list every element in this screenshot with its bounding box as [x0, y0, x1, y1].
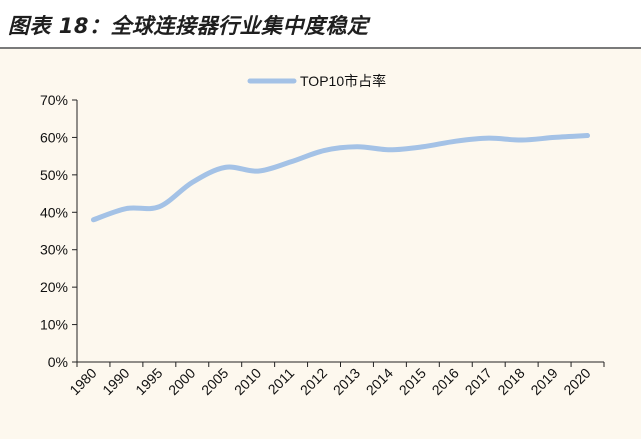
x-tick-label: 2020 [560, 365, 593, 398]
y-tick-label: 50% [40, 167, 68, 183]
series-line-top10 [90, 133, 591, 223]
title-divider [0, 47, 641, 49]
x-tick-label: 2016 [429, 365, 462, 398]
legend: TOP10市占率 [247, 73, 386, 89]
x-tick-label: 2012 [297, 365, 330, 398]
x-tick-label: 2017 [461, 365, 494, 398]
chart-title: 图表 18：全球连接器行业集中度稳定 [8, 14, 369, 38]
y-tick-label: 70% [40, 92, 68, 108]
x-tick-label: 1995 [132, 365, 165, 398]
x-tick-label: 1990 [99, 365, 132, 398]
x-tick-label: 2011 [265, 365, 298, 398]
x-tick-label: 2005 [198, 365, 231, 398]
x-tick-label: 2018 [494, 365, 527, 398]
x-tick-label: 2010 [231, 365, 264, 398]
chart-background [0, 49, 641, 439]
y-axis-ticks: 0% 10% 20% 30% 40% 50% 60% 70% [40, 92, 77, 370]
legend-label: TOP10市占率 [300, 73, 386, 89]
y-tick-label: 10% [40, 317, 68, 333]
x-tick-label: 2019 [527, 365, 560, 398]
y-tick-label: 60% [40, 129, 68, 145]
y-tick-label: 40% [40, 204, 68, 220]
x-tick-label: 1980 [66, 365, 99, 398]
x-tick-label: 2000 [165, 365, 198, 398]
y-tick-label: 30% [40, 242, 68, 258]
y-tick-label: 0% [48, 354, 68, 370]
x-axis-ticks: 1980 1990 1995 2000 2005 2010 2011 2012 2013 2014… [66, 362, 605, 398]
x-tick-label: 2013 [330, 365, 363, 398]
title-bar: 图表 18：全球连接器行业集中度稳定 [0, 0, 641, 44]
y-tick-label: 20% [40, 279, 68, 295]
x-tick-label: 2014 [363, 365, 396, 398]
x-tick-label: 2015 [396, 365, 429, 398]
